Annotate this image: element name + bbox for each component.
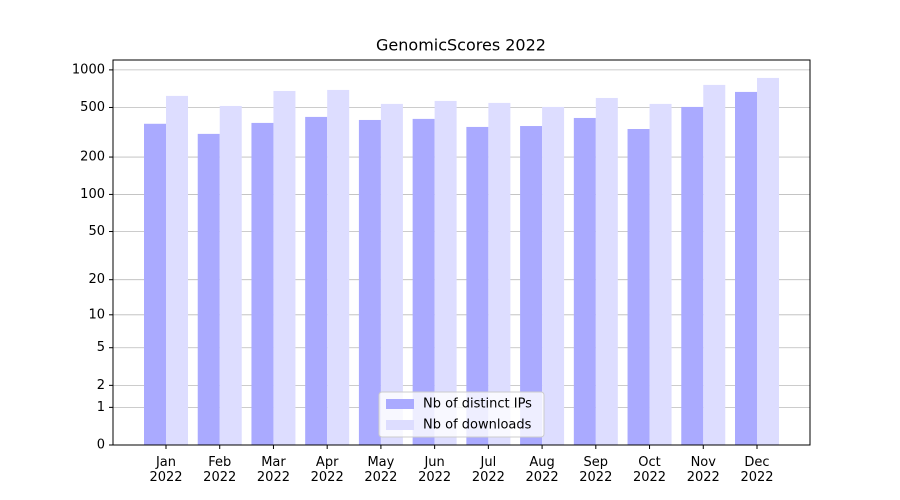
chart-title: GenomicScores 2022 xyxy=(376,36,546,55)
y-tick-label: 1 xyxy=(97,400,105,415)
x-tick-label: May 2022 xyxy=(364,455,397,485)
bar xyxy=(488,102,511,445)
x-tick-label: Aug 2022 xyxy=(526,455,559,485)
bar xyxy=(305,116,328,445)
bar xyxy=(627,128,650,445)
bar xyxy=(434,100,457,445)
y-tick-label: 5 xyxy=(97,340,105,355)
bar xyxy=(219,105,242,446)
bar xyxy=(520,126,543,445)
x-tick-label: Apr 2022 xyxy=(311,455,344,485)
legend-label: Nb of downloads xyxy=(423,418,532,433)
bar xyxy=(358,119,381,445)
x-tick-label: Oct 2022 xyxy=(633,455,666,485)
y-tick-label: 1000 xyxy=(72,62,105,77)
x-tick-label: Nov 2022 xyxy=(687,455,720,485)
bar xyxy=(197,133,220,445)
bar xyxy=(681,106,704,445)
bar xyxy=(573,117,596,446)
legend-swatch xyxy=(386,420,414,430)
bar xyxy=(466,126,489,445)
y-tick-label: 200 xyxy=(80,150,105,165)
bar xyxy=(757,77,779,446)
legend-box xyxy=(378,391,545,438)
x-tick-label: Jul 2022 xyxy=(472,455,505,485)
legend-label: Nb of distinct IPs xyxy=(423,397,532,412)
y-tick-label: 10 xyxy=(88,307,105,322)
plot-frame xyxy=(112,59,811,446)
bar xyxy=(251,122,274,445)
x-tick-label: Jun 2022 xyxy=(418,455,451,485)
y-tick-label: 500 xyxy=(80,100,105,115)
bar xyxy=(412,118,435,445)
x-tick-label: Dec 2022 xyxy=(740,455,773,485)
y-tick-label: 0 xyxy=(97,438,105,453)
x-tick-label: Jan 2022 xyxy=(149,455,182,485)
bar xyxy=(703,84,726,445)
y-tick-label: 2 xyxy=(97,378,105,393)
bar xyxy=(735,91,757,445)
x-tick-label: Feb 2022 xyxy=(203,455,236,485)
bar xyxy=(273,90,296,445)
y-tick-label: 100 xyxy=(80,187,105,202)
bar xyxy=(327,89,350,446)
x-tick-label: Mar 2022 xyxy=(257,455,290,485)
y-tick-label: 20 xyxy=(88,272,105,287)
bar xyxy=(649,103,672,446)
legend-swatch xyxy=(386,399,414,409)
y-tick-label: 50 xyxy=(88,224,105,239)
bar xyxy=(166,95,188,446)
bar xyxy=(542,106,565,445)
bar xyxy=(144,123,166,445)
x-tick-label: Sep 2022 xyxy=(579,455,612,485)
bar xyxy=(595,97,618,445)
bar xyxy=(380,103,403,446)
